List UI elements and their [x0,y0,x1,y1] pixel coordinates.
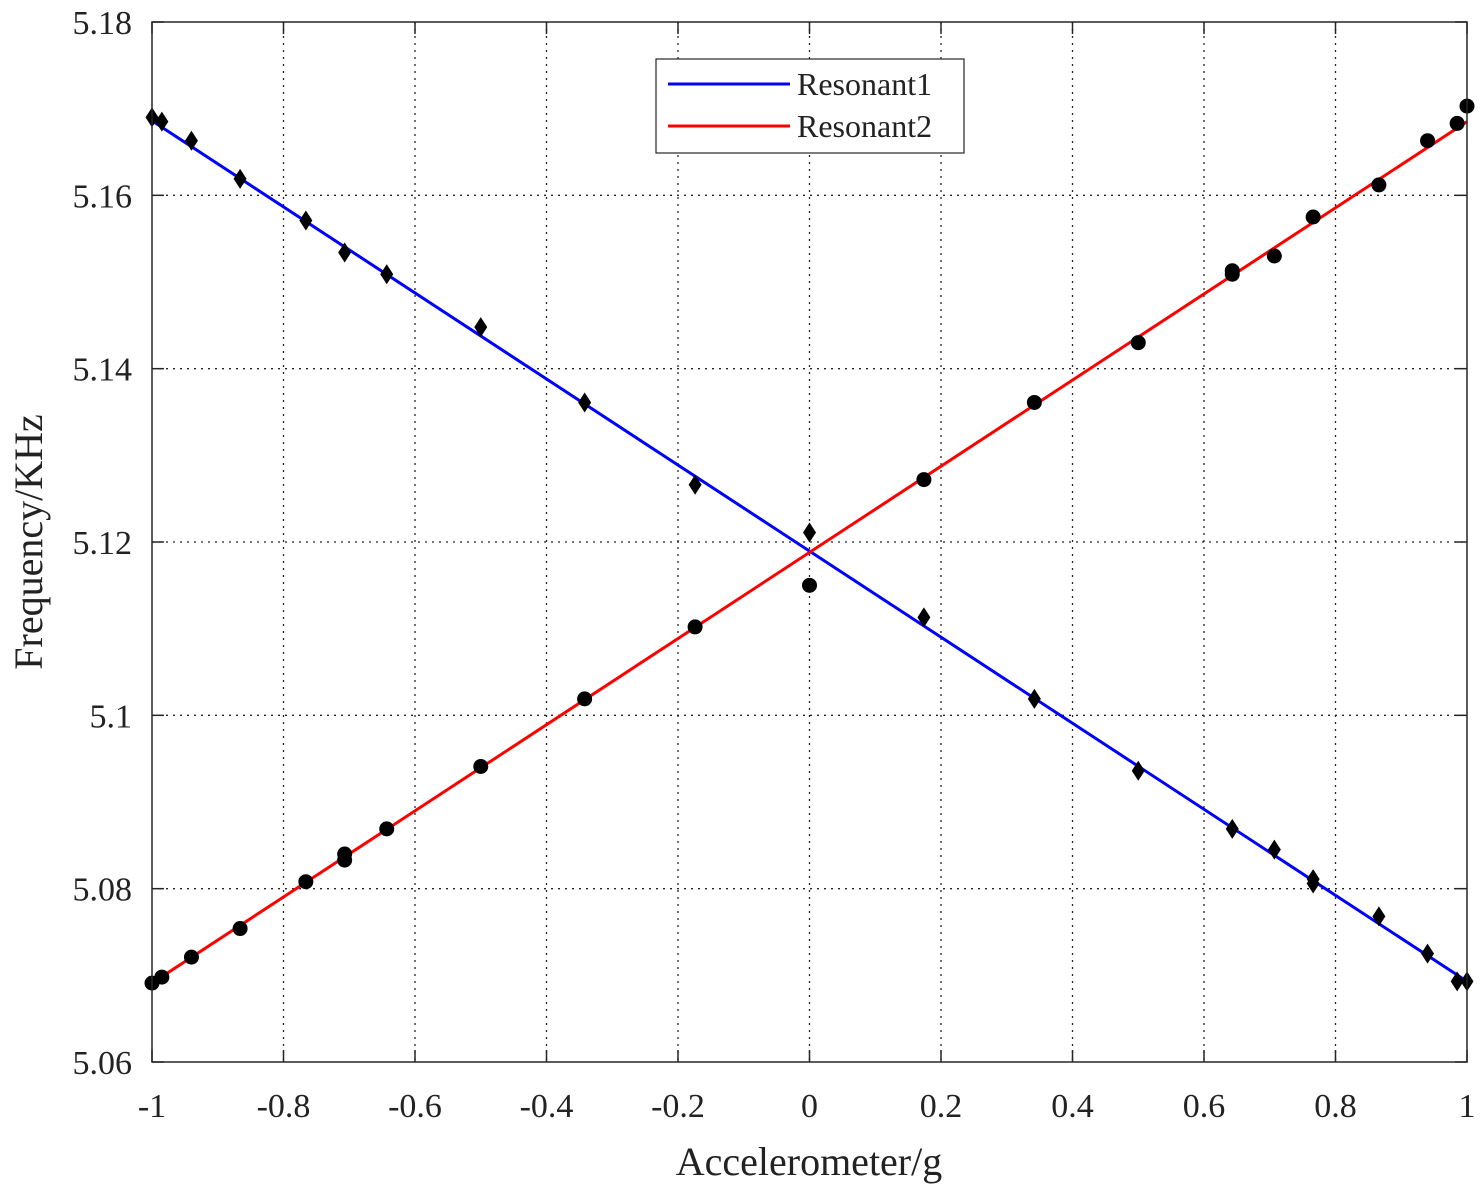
y-tick-label: 5.18 [73,5,133,42]
legend-label-resonant1: Resonant1 [797,66,932,102]
x-tick-label: 0.8 [1314,1088,1357,1125]
diamond-marker [1131,760,1145,781]
diamond-marker [184,130,198,151]
circle-marker [802,577,817,593]
axis-ticks [151,21,1468,1063]
x-tick-label: -0.6 [388,1088,442,1125]
circle-marker [1371,177,1387,193]
diamond-marker [380,264,394,285]
circle-marker [154,969,170,985]
y-tick-label: 5.08 [73,872,133,909]
diamond-marker [578,392,592,413]
circle-marker [379,821,395,837]
circle-marker [916,472,932,488]
x-tick-label: -0.2 [651,1088,705,1125]
data-markers [144,98,1475,992]
circle-marker [687,619,703,635]
y-tick-label: 5.06 [73,1045,133,1082]
y-tick-label: 5.12 [73,525,133,562]
circle-marker [1420,133,1436,149]
diamond-marker [1450,971,1464,992]
circle-marker [232,921,248,937]
x-tick-labels: -1 -0.8 -0.6 -0.4 -0.2 0 0.2 0.4 0.6 0.8 1 [138,1088,1476,1125]
diamond-marker [803,522,816,543]
diamond-marker [233,168,247,189]
y-axis-title: Frequency/KHz [6,414,51,669]
circle-marker [1224,263,1240,279]
circle-marker [337,846,353,862]
legend-label-resonant2: Resonant2 [797,108,932,144]
diamond-marker [1421,943,1435,964]
circle-marker [1305,209,1321,225]
legend-box [655,58,965,154]
circle-marker [1449,115,1465,131]
y-tick-label: 5.14 [73,352,133,389]
diamond-marker [1027,688,1041,709]
diamond-marker [917,607,931,628]
x-tick-label: -0.4 [520,1088,574,1125]
circle-marker [1026,394,1042,410]
legend: Resonant1 Resonant2 [655,58,965,154]
diamond-marker [155,111,169,132]
diamond-marker [1225,818,1239,839]
diamond-marker [474,317,488,338]
x-tick-label: -0.8 [257,1088,311,1125]
diamond-marker [1372,906,1386,927]
x-tick-label: 0.2 [920,1088,963,1125]
circle-marker [473,758,489,774]
fit-lines [151,119,1468,985]
diamond-marker [1306,869,1320,890]
y-tick-label: 5.16 [73,178,133,215]
fit-line-resonant2 [151,120,1468,985]
circle-marker [1266,248,1282,264]
diamond-marker [338,242,352,263]
x-tick-label: 0.6 [1183,1088,1226,1125]
circle-marker [298,874,314,890]
circle-marker [1130,335,1146,351]
y-tick-labels: 5.06 5.08 5.1 5.12 5.14 5.16 5.18 [73,5,133,1082]
x-axis-title: Accelerometer/g [676,1139,943,1184]
circle-marker [577,691,593,707]
plot-frame [151,21,1468,1063]
x-tick-label: 0 [801,1088,818,1125]
x-tick-label: 0.4 [1051,1088,1094,1125]
circle-marker [183,949,199,965]
y-tick-label: 5.1 [90,698,133,735]
diamond-marker [299,210,313,231]
diamond-marker [688,474,702,495]
x-tick-label: 1 [1459,1088,1476,1125]
x-tick-label: -1 [138,1088,166,1125]
diamond-marker [1267,839,1281,860]
